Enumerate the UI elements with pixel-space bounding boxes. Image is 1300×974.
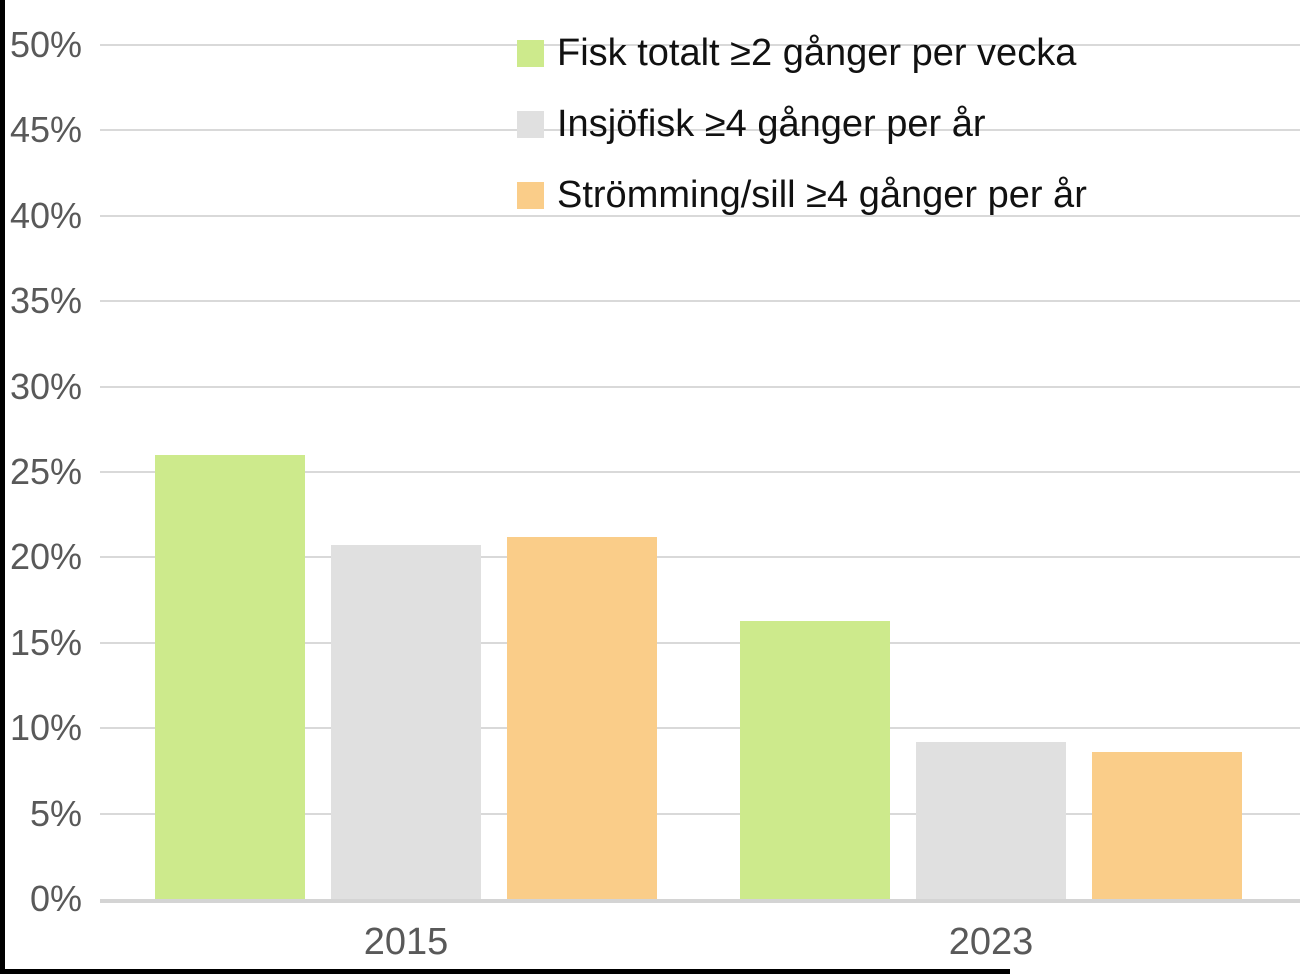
chart-bar <box>331 545 481 899</box>
legend-swatch-icon <box>517 40 544 67</box>
gridline <box>100 812 1300 815</box>
chart-legend: Fisk totalt ≥2 gånger per vecka Insjöfisk… <box>517 18 1087 231</box>
gridline <box>100 300 1300 303</box>
y-tick-label: 5% <box>29 792 82 834</box>
x-axis-line <box>100 899 1300 903</box>
y-tick-label: 30% <box>9 365 82 407</box>
chart-bar <box>1092 752 1242 899</box>
y-tick-label: 40% <box>9 194 82 236</box>
gridline <box>100 129 1300 132</box>
legend-swatch-icon <box>517 111 544 138</box>
gridline <box>100 556 1300 559</box>
x-category-label: 2015 <box>363 921 449 963</box>
gridline <box>100 641 1300 644</box>
chart-bar <box>507 536 657 899</box>
chart-bar <box>740 620 890 899</box>
x-category-label: 2023 <box>948 921 1034 963</box>
gridline <box>100 385 1300 388</box>
y-tick-label: 10% <box>9 707 82 749</box>
legend-swatch-icon <box>517 182 544 209</box>
frame-left-border <box>0 0 5 974</box>
gridline <box>100 214 1300 217</box>
frame-bottom-border <box>0 969 1010 974</box>
legend-item: Insjöfisk ≥4 gånger per år <box>517 89 1087 160</box>
y-tick-label: 20% <box>9 536 82 578</box>
legend-label: Fisk totalt ≥2 gånger per vecka <box>557 32 1077 74</box>
gridline <box>100 471 1300 473</box>
gridline <box>100 727 1300 730</box>
chart-bar <box>916 741 1066 899</box>
y-tick-label: 50% <box>9 24 82 65</box>
y-tick-label: 0% <box>29 878 82 919</box>
legend-item: Strömming/sill ≥4 gånger per år <box>517 160 1087 231</box>
y-tick-label: 15% <box>9 621 82 663</box>
y-tick-label: 45% <box>9 109 82 151</box>
legend-label: Strömming/sill ≥4 gånger per år <box>557 174 1087 216</box>
y-tick-label: 25% <box>9 451 82 492</box>
legend-label: Insjöfisk ≥4 gånger per år <box>557 103 986 145</box>
chart-bar <box>155 454 305 899</box>
gridline <box>100 44 1300 46</box>
legend-item: Fisk totalt ≥2 gånger per vecka <box>517 18 1087 89</box>
y-tick-label: 35% <box>9 280 82 322</box>
